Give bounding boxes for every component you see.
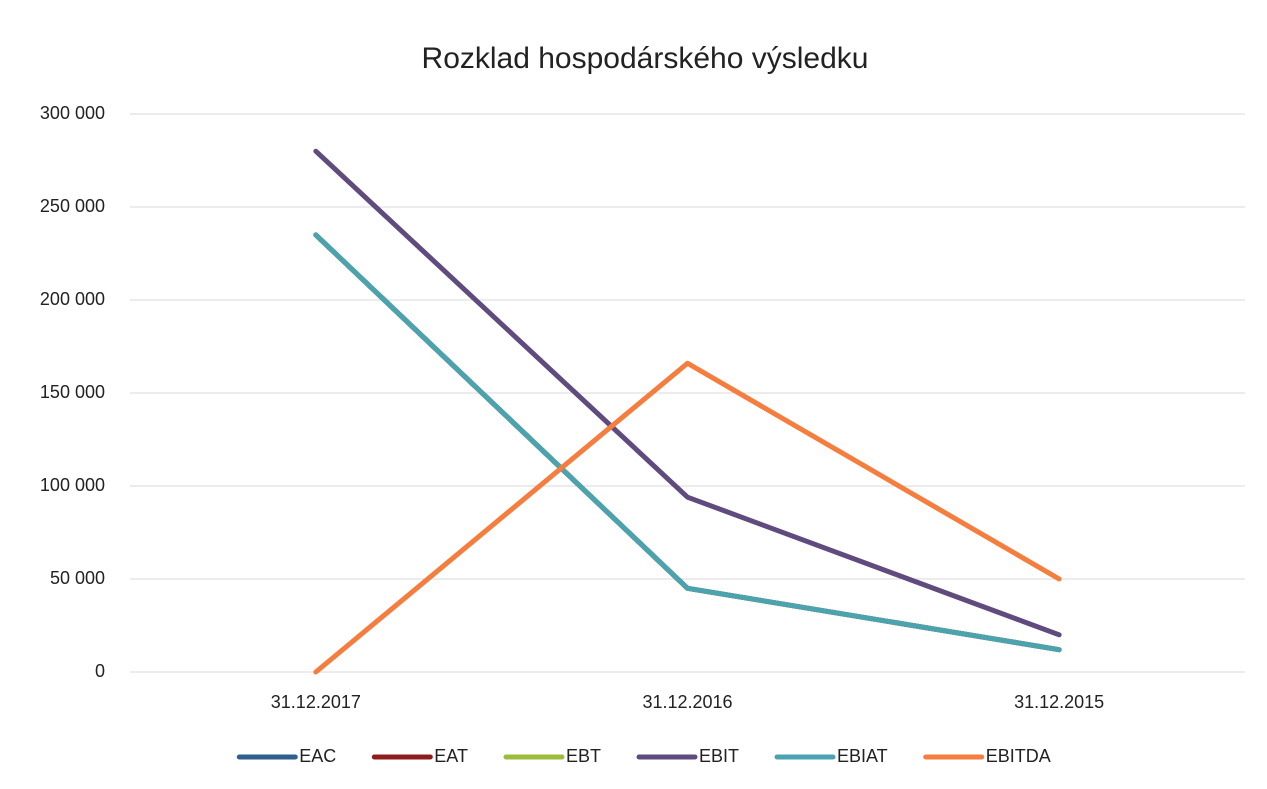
y-tick-label: 250 000 — [40, 196, 105, 216]
series-line — [313, 360, 1062, 675]
y-tick-label: 0 — [95, 661, 105, 681]
legend-label: EBIT — [699, 746, 739, 766]
chart-title: Rozklad hospodárského výsledku — [422, 42, 869, 75]
legend-label: EBT — [566, 746, 601, 766]
y-tick-label: 200 000 — [40, 289, 105, 309]
x-tick-label: 31.12.2016 — [642, 692, 732, 712]
legend-label: EAT — [434, 746, 468, 766]
y-tick-label: 150 000 — [40, 382, 105, 402]
legend-label: EBIAT — [837, 746, 888, 766]
legend-label: EAC — [299, 746, 336, 766]
series-line — [313, 148, 1062, 638]
y-tick-label: 50 000 — [50, 568, 105, 588]
series-line — [313, 232, 1062, 653]
legend-label: EBITDA — [986, 746, 1051, 766]
x-tick-label: 31.12.2017 — [271, 692, 361, 712]
x-tick-label: 31.12.2015 — [1014, 692, 1104, 712]
y-tick-label: 300 000 — [40, 103, 105, 123]
y-tick-label: 100 000 — [40, 475, 105, 495]
